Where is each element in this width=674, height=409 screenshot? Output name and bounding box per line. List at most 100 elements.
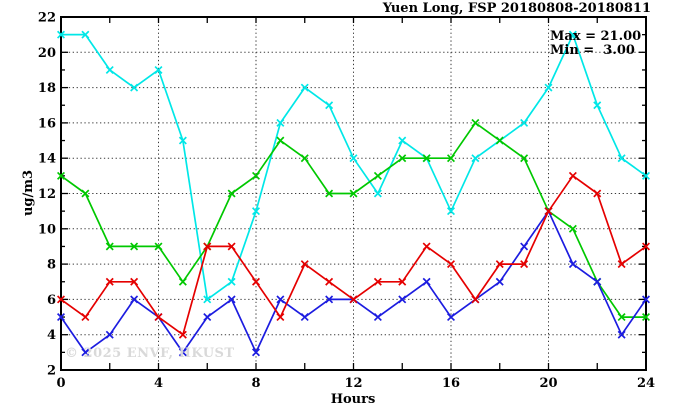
data-point-green	[617, 313, 626, 322]
data-point-cyan	[641, 171, 651, 180]
data-point-green	[446, 154, 456, 163]
max-stat-label: Max = 21.00	[550, 29, 641, 44]
data-point-green	[495, 136, 504, 145]
data-point-blue	[178, 348, 187, 357]
x-tick-label: 20	[539, 376, 557, 391]
data-point-blue	[398, 295, 407, 304]
data-point-green	[568, 224, 577, 233]
y-tick-label: 2	[47, 364, 56, 379]
data-point-cyan	[227, 277, 236, 286]
data-point-cyan	[446, 207, 456, 216]
data-point-green	[300, 154, 309, 163]
data-point-green	[641, 313, 651, 322]
data-point-cyan	[398, 136, 407, 145]
data-point-green	[422, 154, 431, 163]
data-point-blue	[203, 313, 212, 322]
data-point-blue	[300, 313, 309, 322]
data-point-blue	[105, 330, 114, 339]
y-tick-label: 16	[38, 116, 56, 131]
data-point-red	[544, 207, 553, 216]
data-point-blue	[325, 295, 334, 304]
data-point-green	[349, 189, 358, 198]
data-point-green	[325, 189, 334, 198]
data-point-red	[617, 260, 626, 269]
data-point-blue	[520, 242, 529, 251]
data-point-green	[56, 171, 66, 180]
data-point-red	[373, 277, 382, 286]
y-tick-label: 10	[38, 222, 56, 237]
series-layer	[56, 30, 651, 357]
data-point-red	[130, 277, 139, 286]
y-axis-label: ug/m3	[21, 170, 36, 216]
data-point-cyan	[81, 30, 90, 39]
data-point-red	[81, 313, 90, 322]
data-point-blue	[495, 277, 504, 286]
data-point-blue	[568, 260, 577, 269]
min-stat-label: Min = 3.00	[550, 43, 635, 58]
data-point-red	[568, 171, 577, 180]
data-point-green	[130, 242, 139, 251]
data-point-cyan	[568, 30, 577, 39]
data-point-cyan	[300, 83, 309, 92]
data-point-blue	[422, 277, 431, 286]
x-tick-label: 4	[154, 376, 163, 391]
data-point-blue	[130, 295, 139, 304]
data-point-red	[349, 295, 358, 304]
data-point-blue	[593, 277, 602, 286]
data-point-cyan	[520, 118, 529, 127]
data-point-cyan	[593, 101, 602, 110]
data-point-blue	[446, 313, 456, 322]
data-point-red	[56, 295, 66, 304]
data-point-red	[471, 295, 480, 304]
y-tick-label: 14	[38, 152, 56, 167]
data-point-cyan	[251, 207, 261, 216]
series-cyan	[56, 30, 651, 304]
data-point-green	[154, 242, 163, 251]
data-point-green	[276, 136, 285, 145]
data-point-cyan	[56, 30, 66, 39]
data-point-cyan	[617, 154, 626, 163]
data-point-cyan	[325, 101, 334, 110]
data-point-red	[495, 260, 504, 269]
data-point-green	[81, 189, 90, 198]
data-point-green	[398, 154, 407, 163]
data-point-red	[227, 242, 236, 251]
data-point-red	[178, 330, 187, 339]
data-point-cyan	[178, 136, 187, 145]
data-point-red	[276, 313, 285, 322]
x-tick-label: 16	[442, 376, 460, 391]
data-point-red	[593, 189, 602, 198]
data-point-green	[520, 154, 529, 163]
x-axis-label: Hours	[331, 392, 376, 407]
data-point-red	[398, 277, 407, 286]
y-tick-label: 6	[47, 293, 56, 308]
x-tick-label: 12	[344, 376, 362, 391]
data-point-red	[251, 277, 261, 286]
chart-title: Yuen Long, FSP 20180808-20180811	[382, 1, 651, 16]
data-point-cyan	[544, 83, 553, 92]
data-point-red	[641, 242, 651, 251]
data-point-green	[178, 277, 187, 286]
data-point-green	[471, 118, 480, 127]
watermark: © 2025 ENVF, HKUST	[65, 346, 235, 361]
data-point-cyan	[349, 154, 358, 163]
y-tick-label: 20	[38, 46, 56, 61]
data-point-blue	[617, 330, 626, 339]
data-point-red	[105, 277, 114, 286]
y-tick-label: 18	[38, 81, 56, 96]
data-point-green	[373, 171, 382, 180]
data-point-blue	[373, 313, 382, 322]
data-point-green	[105, 242, 114, 251]
data-point-red	[520, 260, 529, 269]
y-tick-label: 12	[38, 187, 56, 202]
y-tick-label: 4	[47, 328, 56, 343]
data-point-green	[251, 171, 261, 180]
data-point-blue	[276, 295, 285, 304]
data-point-blue	[81, 348, 90, 357]
y-tick-label: 8	[47, 258, 56, 273]
y-tick-label: 22	[38, 11, 56, 26]
data-point-red	[300, 260, 309, 269]
